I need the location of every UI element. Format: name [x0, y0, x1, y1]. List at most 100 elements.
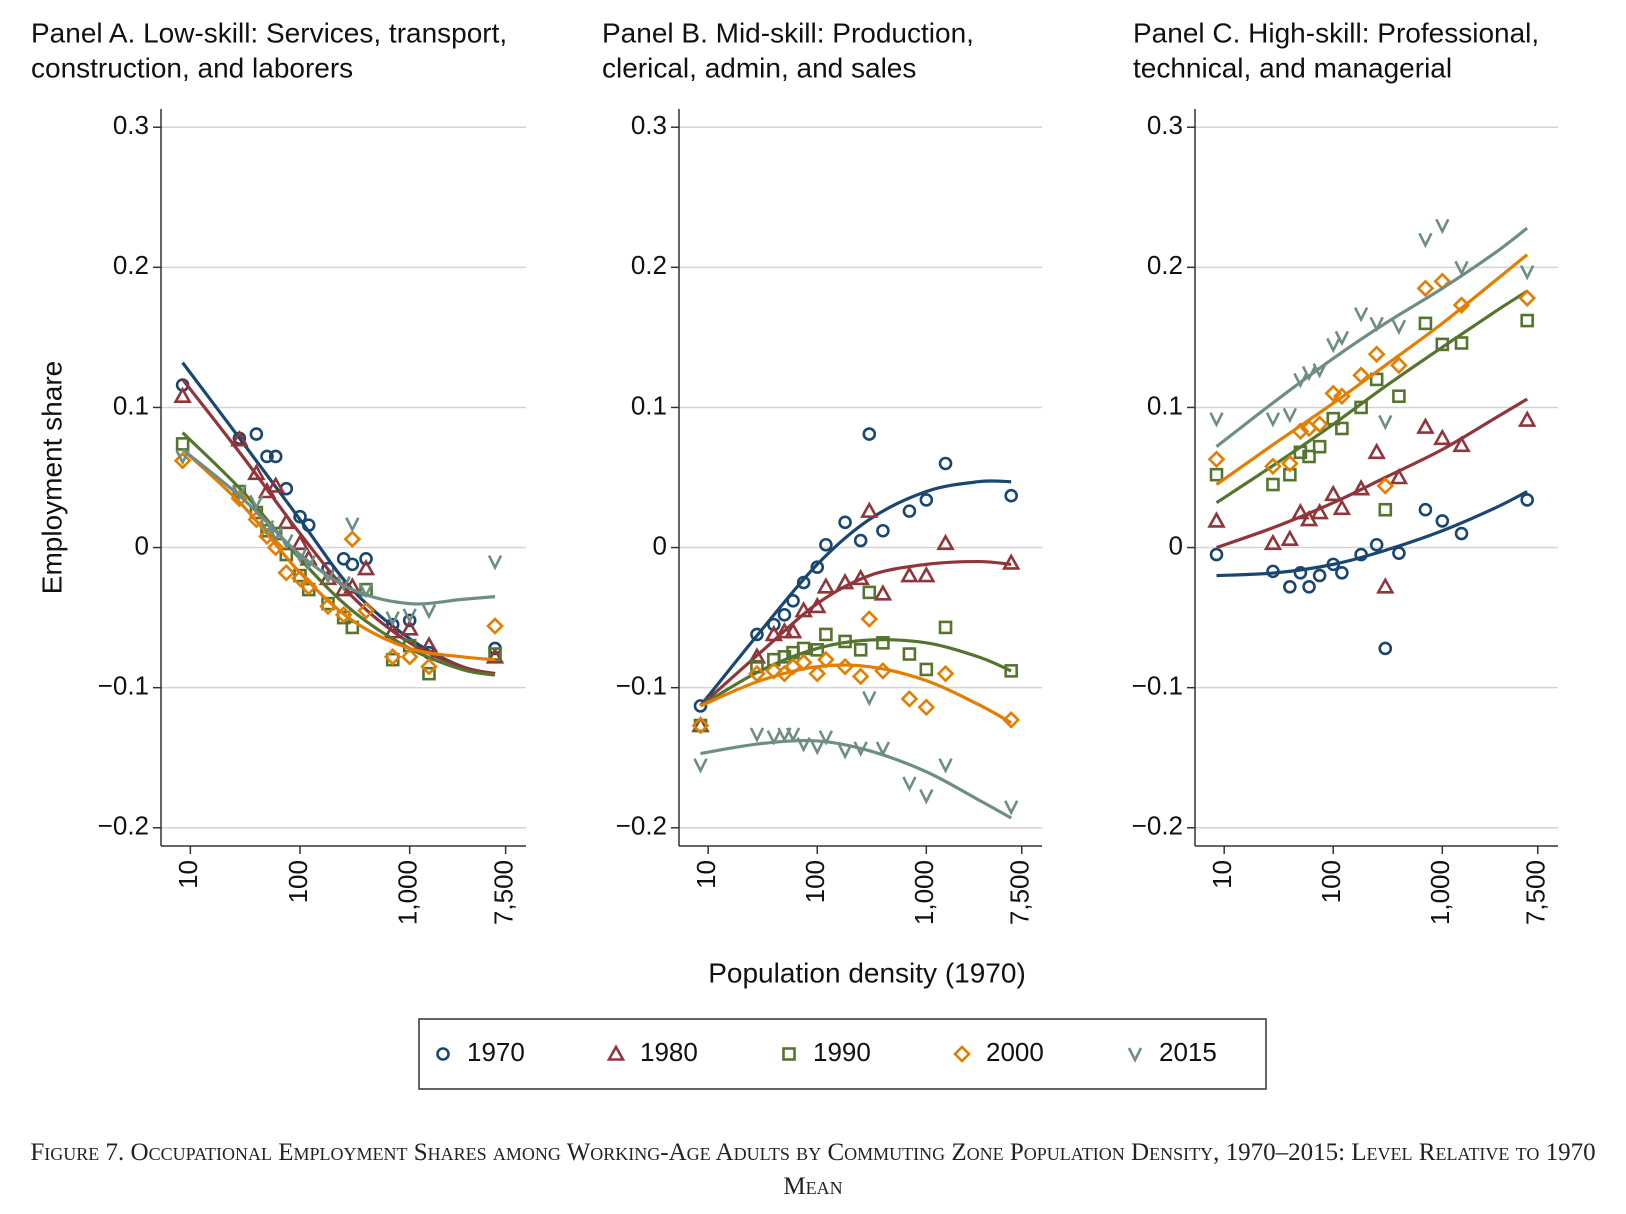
point — [487, 554, 503, 571]
panel-title: construction, and laborers — [31, 52, 353, 83]
point — [862, 427, 877, 441]
point — [938, 620, 953, 635]
fit-line — [1215, 289, 1529, 505]
point — [1334, 330, 1350, 347]
x-tick-label: 1,000 — [393, 860, 423, 925]
point — [766, 730, 782, 746]
point — [1324, 384, 1343, 403]
point — [1310, 415, 1329, 434]
point — [1004, 664, 1018, 678]
point — [917, 565, 936, 583]
point — [1265, 412, 1281, 428]
point — [853, 741, 868, 757]
fit-line — [699, 663, 1012, 725]
point — [1332, 498, 1352, 516]
point — [345, 517, 360, 533]
point — [1004, 800, 1019, 816]
point — [1369, 537, 1384, 552]
y-tick-label: 0.1 — [1147, 390, 1183, 420]
point — [230, 489, 249, 508]
legend-label: 2015 — [1159, 1037, 1217, 1067]
legend-marker — [1127, 1047, 1143, 1063]
point — [301, 554, 316, 571]
point — [1283, 579, 1297, 594]
point — [268, 526, 283, 543]
point — [851, 568, 870, 586]
y-tick-label: −0.2 — [616, 811, 667, 841]
chart: Panel A. Low-skill: Services, transport,… — [31, 17, 1558, 1090]
point — [1517, 410, 1537, 427]
x-tick-label: 1,000 — [1425, 860, 1455, 925]
point — [919, 493, 934, 507]
point — [1376, 477, 1395, 495]
point — [1418, 232, 1433, 249]
panel-title: Panel A. Low-skill: Services, transport, — [31, 17, 507, 48]
x-tick-label: 10 — [691, 860, 721, 889]
point — [1416, 279, 1435, 298]
point — [1389, 467, 1409, 485]
point — [232, 484, 247, 501]
point — [1369, 316, 1384, 333]
point — [1435, 514, 1450, 528]
point — [359, 551, 373, 566]
legend-marker — [782, 1047, 796, 1061]
point — [277, 563, 296, 582]
y-tick-label: −0.1 — [616, 671, 667, 701]
point — [1391, 319, 1407, 336]
point — [810, 643, 825, 657]
point — [175, 449, 190, 466]
point — [1454, 336, 1469, 350]
y-tick-label: 0 — [653, 530, 667, 560]
point — [400, 619, 419, 636]
y-tick-label: −0.2 — [1132, 811, 1183, 841]
point — [764, 624, 784, 642]
point — [1264, 457, 1282, 476]
y-tick-label: 0 — [135, 530, 149, 560]
legend-marker — [953, 1045, 971, 1063]
point — [873, 584, 893, 601]
point — [291, 569, 309, 588]
point — [1326, 411, 1341, 426]
point — [1520, 313, 1534, 328]
y-axis-label: Employment share — [36, 361, 67, 594]
point — [936, 664, 955, 683]
point — [402, 608, 417, 624]
point — [356, 558, 376, 576]
point — [1004, 488, 1018, 503]
legend-label: 1980 — [640, 1037, 698, 1067]
point — [786, 594, 800, 608]
point — [938, 758, 953, 774]
point — [343, 530, 362, 548]
point — [1002, 711, 1021, 729]
point — [1312, 363, 1327, 379]
point — [860, 501, 879, 518]
point — [919, 662, 934, 677]
point — [260, 449, 274, 464]
point — [230, 430, 249, 447]
point — [247, 463, 266, 481]
point — [345, 557, 360, 572]
point — [1392, 389, 1406, 404]
point — [808, 596, 827, 614]
point — [334, 605, 353, 624]
fit-line — [1216, 490, 1528, 578]
point — [860, 610, 879, 628]
figure-caption: Figure 7. Occupational Employment Shares… — [30, 1139, 1596, 1200]
point — [277, 512, 296, 530]
legend-label: 1970 — [467, 1037, 525, 1067]
y-tick-label: −0.2 — [98, 811, 149, 841]
panel-title: Panel C. High-skill: Professional, — [1133, 17, 1539, 48]
point — [1392, 546, 1406, 560]
y-tick-label: −0.1 — [1132, 671, 1183, 701]
point — [938, 456, 953, 471]
point — [249, 427, 264, 441]
point — [1354, 400, 1368, 415]
point — [1312, 568, 1327, 583]
point — [1452, 435, 1471, 453]
x-tick-label: 7,500 — [1521, 860, 1551, 925]
point — [818, 730, 834, 746]
point — [259, 519, 275, 536]
point — [385, 611, 400, 627]
point — [835, 572, 855, 590]
point — [1209, 547, 1224, 562]
